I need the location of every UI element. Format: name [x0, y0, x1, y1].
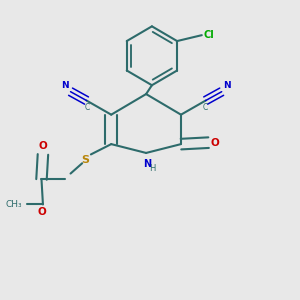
Text: C: C	[202, 103, 207, 112]
Text: O: O	[39, 141, 47, 151]
Text: CH₃: CH₃	[6, 200, 22, 209]
Text: S: S	[81, 155, 89, 165]
Text: O: O	[211, 138, 220, 148]
Text: H: H	[149, 164, 156, 173]
Text: N: N	[143, 159, 152, 170]
Text: Cl: Cl	[203, 30, 214, 40]
Text: O: O	[37, 207, 46, 217]
Text: N: N	[61, 81, 69, 90]
Text: C: C	[85, 103, 90, 112]
Text: N: N	[223, 81, 231, 90]
